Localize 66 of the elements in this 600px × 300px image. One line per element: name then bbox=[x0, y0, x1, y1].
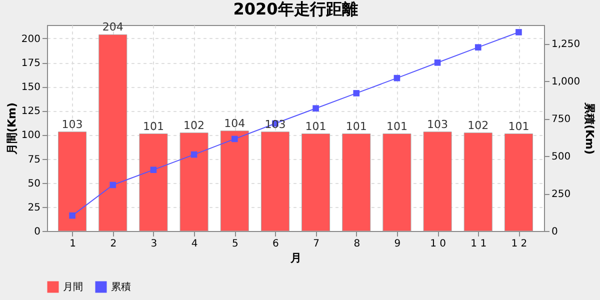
point bbox=[231, 136, 238, 142]
point bbox=[312, 105, 319, 112]
y2-tick-label: 250 bbox=[552, 189, 571, 200]
bar bbox=[139, 134, 168, 232]
x-tick-label: 6 bbox=[272, 238, 279, 250]
x-axis-title: 月 bbox=[290, 252, 302, 264]
data-label: 103 bbox=[427, 118, 448, 131]
x-tick-label: 1 0 bbox=[430, 238, 446, 250]
legend-label: 月間 bbox=[63, 282, 83, 293]
bar bbox=[260, 132, 290, 232]
x-tick-label: 3 bbox=[150, 238, 158, 250]
y-tick-label: 200 bbox=[21, 34, 40, 45]
bar bbox=[180, 132, 208, 232]
point bbox=[516, 29, 522, 36]
data-label: 102 bbox=[468, 118, 489, 132]
bar bbox=[382, 134, 412, 232]
data-label: 101 bbox=[142, 120, 164, 133]
point bbox=[474, 44, 482, 50]
y2-tick-label: 750 bbox=[552, 114, 571, 126]
y-tick-label: 25 bbox=[28, 202, 40, 214]
bar bbox=[423, 132, 452, 232]
x-tick-label: 9 bbox=[394, 238, 401, 250]
y2-tick-label: 1,000 bbox=[552, 76, 580, 88]
bar bbox=[98, 34, 128, 232]
y-tick-label: 125 bbox=[21, 106, 40, 118]
x-tick-label: 1 2 bbox=[511, 238, 528, 250]
point bbox=[434, 59, 441, 66]
point bbox=[110, 182, 116, 188]
x-tick-label: 5 bbox=[232, 238, 238, 250]
y2-tick-label: 500 bbox=[552, 152, 571, 163]
y-tick-label: 0 bbox=[34, 226, 40, 238]
x-tick-label: 1 bbox=[70, 238, 76, 250]
legend-label: 累積 bbox=[111, 281, 131, 293]
y-tick-label: 175 bbox=[21, 58, 40, 70]
point bbox=[353, 90, 360, 96]
y-axis-title: 月間(Km) bbox=[5, 102, 18, 156]
bar bbox=[464, 132, 492, 232]
y-tick-label: 150 bbox=[21, 82, 40, 94]
bar bbox=[220, 130, 249, 232]
y2-axis-title: 累積(Km) bbox=[583, 101, 596, 155]
y-tick-label: 100 bbox=[21, 130, 40, 142]
data-label: 103 bbox=[62, 118, 83, 131]
y-tick-label: 50 bbox=[28, 178, 40, 190]
x-tick-label: 1 1 bbox=[470, 238, 487, 250]
data-label: 101 bbox=[508, 120, 530, 133]
bar bbox=[58, 132, 87, 232]
y-tick-label: 75 bbox=[28, 154, 40, 166]
y2-tick-label: 1,250 bbox=[552, 39, 580, 50]
bar bbox=[504, 134, 533, 232]
point bbox=[69, 212, 76, 219]
bar bbox=[302, 134, 330, 232]
data-label: 101 bbox=[346, 120, 367, 133]
y2-tick-label: 0 bbox=[552, 226, 558, 238]
chart-title: 2020年走行距離 bbox=[233, 0, 358, 19]
x-tick-label: 4 bbox=[191, 238, 198, 250]
bar bbox=[342, 134, 371, 232]
point bbox=[150, 166, 157, 173]
point bbox=[190, 151, 198, 158]
x-tick-label: 8 bbox=[354, 238, 360, 250]
x-tick-label: 2 bbox=[110, 238, 117, 250]
x-tick-label: 7 bbox=[313, 238, 320, 250]
data-label: 102 bbox=[184, 118, 205, 132]
point bbox=[394, 74, 400, 82]
data-label: 104 bbox=[224, 116, 246, 130]
data-label: 101 bbox=[305, 120, 326, 133]
data-label: 101 bbox=[386, 120, 408, 133]
